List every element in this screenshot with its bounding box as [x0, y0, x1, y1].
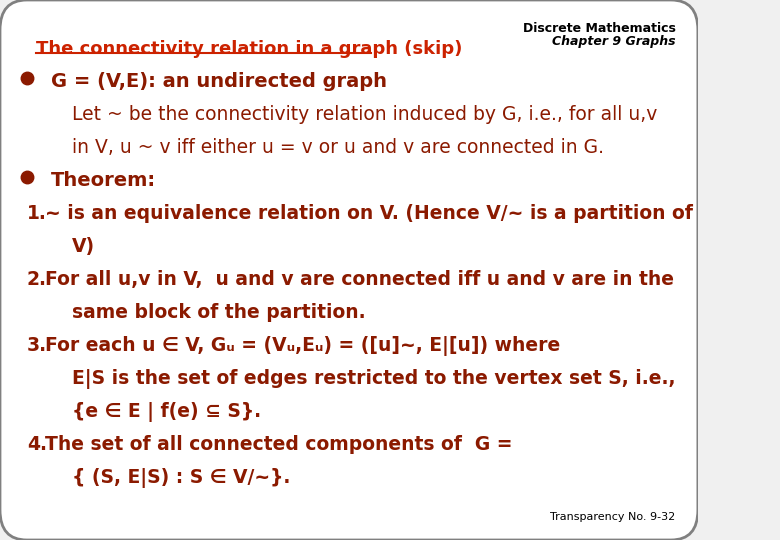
- Text: Let ~ be the connectivity relation induced by G, i.e., for all u,v: Let ~ be the connectivity relation induc…: [72, 105, 657, 124]
- Text: Chapter 9 Graphs: Chapter 9 Graphs: [552, 35, 675, 48]
- Text: Transparency No. 9-32: Transparency No. 9-32: [550, 512, 675, 522]
- Text: in V, u ~ v iff either u = v or u and v are connected in G.: in V, u ~ v iff either u = v or u and v …: [72, 138, 604, 157]
- Text: { (S, E|S) : S ∈ V/~}.: { (S, E|S) : S ∈ V/~}.: [72, 468, 290, 488]
- Text: 3.: 3.: [27, 336, 47, 355]
- Text: Theorem:: Theorem:: [51, 171, 156, 190]
- Text: G = (V,E): an undirected graph: G = (V,E): an undirected graph: [51, 72, 387, 91]
- Text: same block of the partition.: same block of the partition.: [72, 303, 365, 322]
- Text: The set of all connected components of  G =: The set of all connected components of G…: [44, 435, 512, 454]
- Text: ~ is an equivalence relation on V. (Hence V/~ is a partition of: ~ is an equivalence relation on V. (Henc…: [44, 204, 693, 223]
- Text: 1.: 1.: [27, 204, 47, 223]
- Text: Discrete Mathematics: Discrete Mathematics: [523, 22, 675, 35]
- Text: The connectivity relation in a graph (skip): The connectivity relation in a graph (sk…: [36, 40, 463, 58]
- Text: V): V): [72, 237, 94, 256]
- Text: 2.: 2.: [27, 270, 47, 289]
- Text: {e ∈ E | f(e) ⊆ S}.: {e ∈ E | f(e) ⊆ S}.: [72, 402, 261, 422]
- Text: For each u ∈ V, Gᵤ = (Vᵤ,Eᵤ) = ([u]~, E|[u]) where: For each u ∈ V, Gᵤ = (Vᵤ,Eᵤ) = ([u]~, E|…: [44, 336, 560, 356]
- Text: 4.: 4.: [27, 435, 47, 454]
- Text: For all u,v in V,  u and v are connected iff u and v are in the: For all u,v in V, u and v are connected …: [44, 270, 674, 289]
- FancyBboxPatch shape: [0, 0, 698, 540]
- Text: E|S is the set of edges restricted to the vertex set S, i.e.,: E|S is the set of edges restricted to th…: [72, 369, 675, 389]
